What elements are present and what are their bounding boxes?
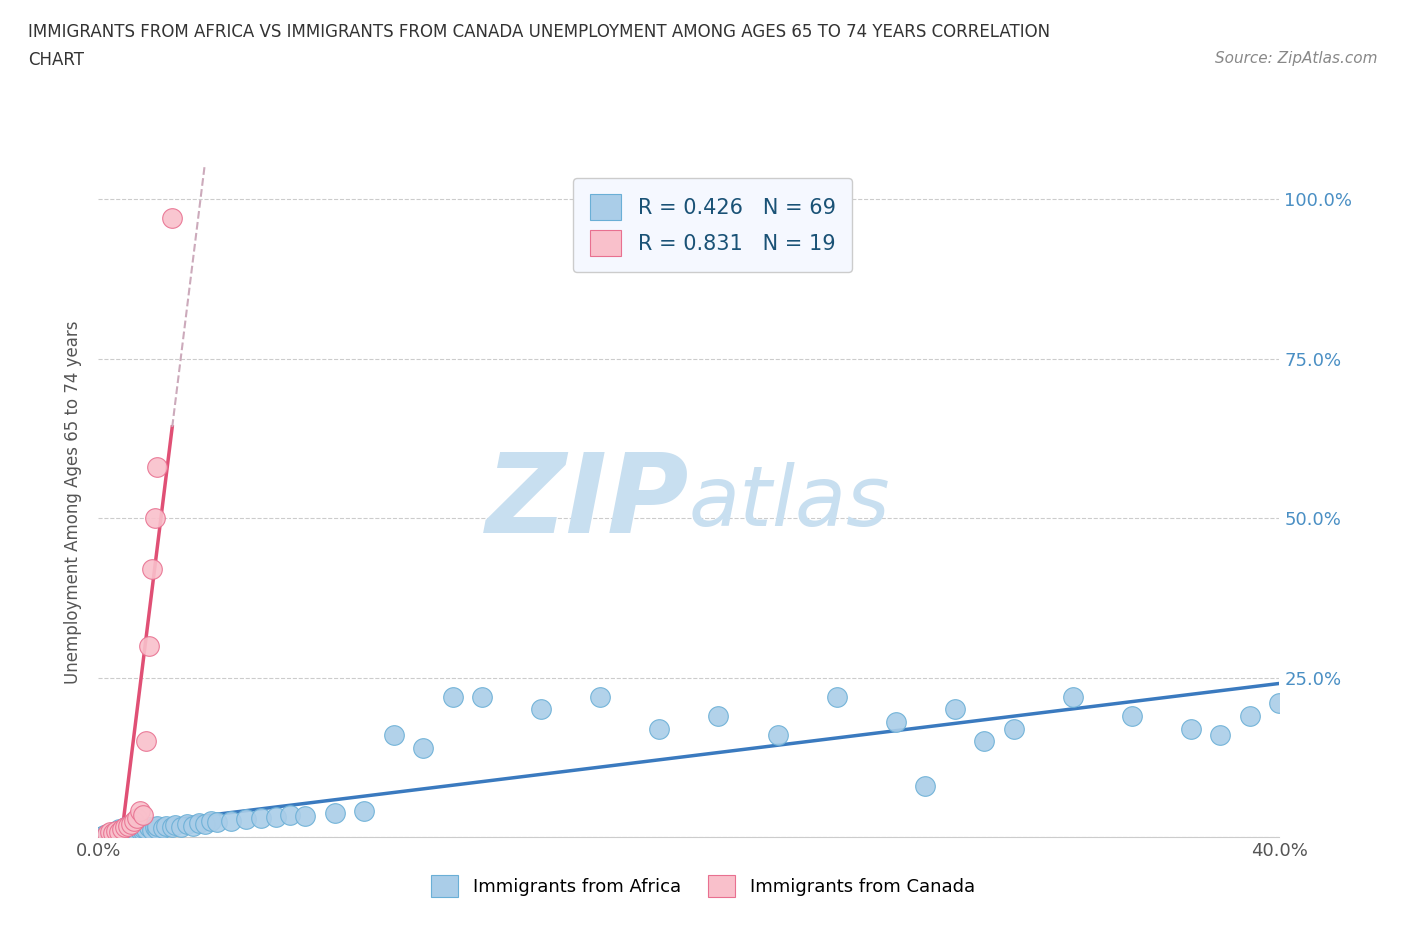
Point (1180, 721, 1202, 736)
Point (250, 810, 273, 825)
Point (128, 804, 150, 819)
Point (143, 820, 166, 835)
Point (132, 820, 155, 835)
Point (176, 817, 198, 831)
Point (114, 820, 136, 835)
Point (111, 822, 134, 837)
Point (162, 820, 183, 835)
Point (120, 823, 142, 838)
Point (117, 818, 139, 833)
Point (96, 827, 118, 842)
Point (1002, 721, 1025, 736)
Point (530, 702, 553, 717)
Point (132, 824, 155, 839)
Point (323, 805, 346, 820)
Point (589, 689, 612, 704)
Point (707, 709, 730, 724)
Point (1121, 709, 1143, 724)
Legend: R = 0.426   N = 69, R = 0.831   N = 19: R = 0.426 N = 69, R = 0.831 N = 19 (572, 178, 852, 272)
Point (194, 817, 217, 831)
Point (117, 822, 139, 837)
Point (138, 638, 160, 653)
Point (235, 812, 257, 827)
Point (648, 721, 671, 736)
Point (294, 808, 316, 823)
Point (187, 816, 209, 830)
Point (165, 817, 187, 832)
Point (125, 810, 148, 825)
Point (111, 823, 134, 838)
Point (93, 828, 115, 843)
Point (122, 814, 145, 829)
Point (200, 814, 222, 829)
Point (103, 826, 125, 841)
Point (114, 825, 136, 840)
Point (138, 819, 160, 834)
Point (278, 807, 302, 822)
Point (105, 823, 128, 838)
Point (146, 821, 169, 836)
Point (122, 824, 145, 839)
Point (1268, 696, 1291, 711)
Point (108, 822, 131, 837)
Point (205, 815, 228, 830)
Point (1239, 709, 1261, 724)
Point (98, 827, 121, 842)
Point (111, 826, 134, 841)
Point (122, 821, 145, 836)
Point (1209, 727, 1232, 742)
Point (146, 818, 169, 833)
Point (98, 825, 121, 840)
Point (141, 822, 163, 837)
Point (471, 689, 494, 704)
Text: IMMIGRANTS FROM AFRICA VS IMMIGRANTS FROM CANADA UNEMPLOYMENT AMONG AGES 65 TO 7: IMMIGRANTS FROM AFRICA VS IMMIGRANTS FRO… (28, 23, 1050, 41)
Point (120, 817, 142, 831)
Point (128, 822, 150, 837)
Point (264, 809, 287, 824)
Point (143, 511, 166, 525)
Point (973, 734, 995, 749)
Point (1062, 689, 1084, 704)
Point (141, 562, 163, 577)
Point (114, 820, 136, 835)
Point (152, 820, 174, 835)
Point (105, 827, 128, 842)
Legend: Immigrants from Africa, Immigrants from Canada: Immigrants from Africa, Immigrants from … (416, 861, 990, 911)
Point (96, 827, 118, 842)
Y-axis label: Unemployment Among Ages 65 to 74 years: Unemployment Among Ages 65 to 74 years (65, 321, 83, 684)
Text: ZIP: ZIP (485, 448, 689, 556)
Point (132, 807, 155, 822)
Point (108, 825, 131, 840)
Point (135, 822, 157, 837)
Point (170, 819, 193, 834)
Point (219, 814, 242, 829)
Point (914, 778, 936, 793)
Point (884, 715, 907, 730)
Point (135, 734, 157, 749)
Point (766, 727, 789, 742)
Text: atlas: atlas (689, 461, 890, 543)
Text: CHART: CHART (28, 51, 84, 69)
Point (382, 727, 405, 742)
Point (441, 689, 464, 704)
Point (412, 740, 434, 755)
Point (943, 702, 966, 717)
Point (125, 819, 148, 834)
Point (117, 825, 139, 840)
Point (162, 211, 183, 226)
Point (155, 818, 177, 833)
Point (353, 804, 375, 819)
Point (105, 823, 128, 838)
Point (103, 825, 125, 840)
Point (108, 825, 131, 840)
Point (103, 826, 125, 841)
Text: Source: ZipAtlas.com: Source: ZipAtlas.com (1215, 51, 1378, 66)
Point (146, 459, 169, 474)
Point (181, 818, 204, 833)
Point (825, 689, 848, 704)
Point (125, 825, 148, 840)
